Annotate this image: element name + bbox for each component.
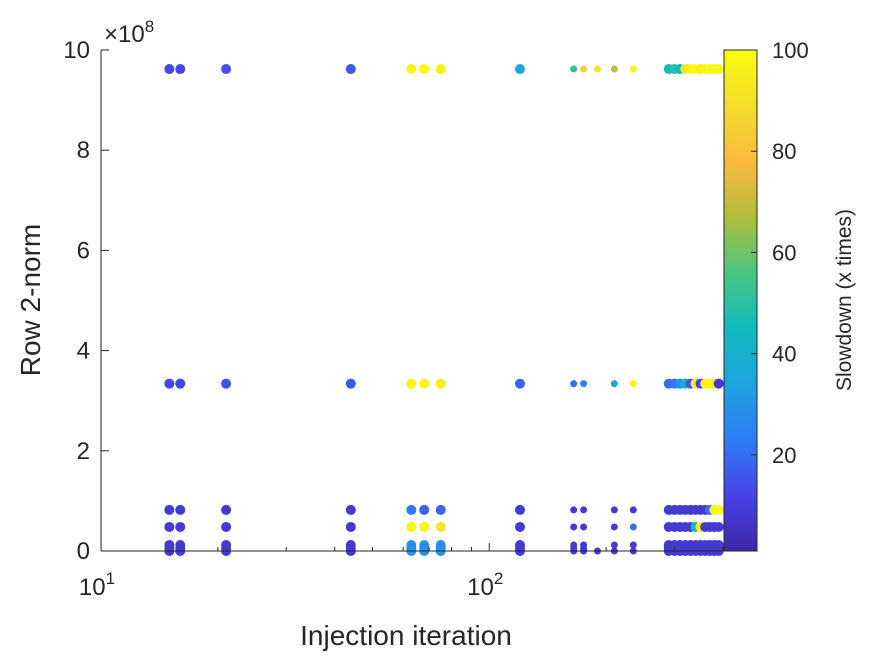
scatter-point	[406, 64, 417, 75]
scatter-point	[580, 65, 588, 73]
scatter-point	[593, 65, 601, 73]
scatter-point	[221, 378, 232, 389]
scatter-point	[435, 64, 446, 75]
scatter-point	[514, 504, 525, 515]
scatter-point	[419, 521, 430, 532]
scatter-point	[435, 378, 446, 389]
y-tick-label: 4	[77, 338, 90, 365]
scatter-point	[406, 378, 417, 389]
scatter-point	[406, 504, 417, 515]
scatter-point	[514, 64, 525, 75]
colorbar-tick-label: 100	[772, 38, 809, 63]
scatter-point	[221, 521, 232, 532]
scatter-point	[175, 504, 186, 515]
scatter-point	[419, 504, 430, 515]
colorbar-tick-label: 40	[772, 342, 796, 367]
scatter-point	[610, 506, 618, 514]
x-ticks-layer: 101 102	[79, 543, 724, 601]
scatter-point	[629, 65, 637, 73]
scatter-point	[610, 380, 618, 388]
scatter-point	[164, 378, 175, 389]
scatter-point	[345, 64, 356, 75]
scatter-point	[419, 378, 430, 389]
y-multiplier-exponent: 8	[145, 17, 154, 36]
scatter-point	[629, 541, 637, 549]
y-tick-label: 8	[77, 137, 90, 164]
y-multiplier-base: ×10	[104, 21, 145, 48]
x-axis-label: Injection iteration	[300, 620, 512, 651]
scatter-point	[406, 521, 417, 532]
scatter-point	[629, 380, 637, 388]
scatter-point	[514, 378, 525, 389]
scatter-point	[629, 506, 637, 514]
scatter-point	[713, 521, 724, 532]
scatter-point	[514, 521, 525, 532]
x-tick-label: 102	[467, 569, 503, 601]
scatter-point	[175, 378, 186, 389]
y-tick-label: 6	[77, 237, 90, 264]
scatter-point	[435, 521, 446, 532]
scatter-point	[221, 64, 232, 75]
colorbar-gradient	[723, 49, 758, 552]
colorbar-ticks-layer: 20 40 60 80 100	[751, 38, 809, 468]
scatter-point	[164, 521, 175, 532]
y-axis-label: Row 2-norm	[15, 224, 46, 376]
scatter-point	[175, 521, 186, 532]
scatter-point	[570, 65, 578, 73]
axes-layer	[100, 50, 723, 552]
scatter-point	[221, 504, 232, 515]
scatter-point	[580, 523, 588, 531]
scatter-point	[570, 506, 578, 514]
scatter-point	[580, 506, 588, 514]
scatter-point	[345, 504, 356, 515]
x-tick-label: 101	[79, 569, 115, 601]
scatter-point	[713, 64, 724, 75]
plot-background	[101, 50, 723, 551]
y-tick-label: 0	[77, 538, 90, 565]
points-layer	[164, 64, 724, 556]
scatter-point	[610, 541, 618, 549]
scatter-point	[713, 378, 724, 389]
scatter-point	[580, 380, 588, 388]
y-tick-label: 2	[77, 438, 90, 465]
scatter-point	[175, 64, 186, 75]
scatter-point	[345, 521, 356, 532]
y-ticks-layer: 0 2 4 6 8 10	[63, 37, 109, 565]
colorbar: 20 40 60 80 100 Slowdown (x times)	[723, 38, 856, 552]
scatter-point	[610, 65, 618, 73]
y-tick-label: 10	[63, 37, 90, 64]
scatter-point	[713, 504, 724, 515]
scatter-point	[435, 504, 446, 515]
colorbar-tick-label: 60	[772, 240, 796, 265]
colorbar-tick-label: 80	[772, 139, 796, 164]
plot-area: 101 102 0 2 4 6 8 10	[63, 37, 724, 601]
scatter-point	[345, 378, 356, 389]
scatter-point	[629, 523, 637, 531]
scatter-point	[610, 523, 618, 531]
y-multiplier: ×108	[104, 17, 154, 48]
scatter-point	[164, 504, 175, 515]
scatter-point	[570, 380, 578, 388]
scatter-point	[419, 64, 430, 75]
scatter-point	[164, 64, 175, 75]
scatter-point	[570, 523, 578, 531]
colorbar-label: Slowdown (x times)	[833, 209, 856, 391]
colorbar-tick-label: 20	[772, 443, 796, 468]
